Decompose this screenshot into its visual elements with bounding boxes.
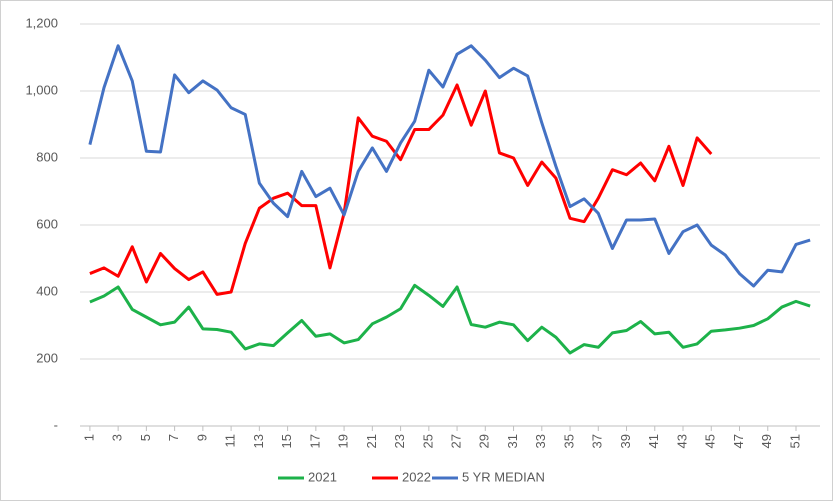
- series-line: [89, 283, 811, 355]
- x-tick-label: 1: [81, 434, 96, 441]
- legend-label: 2022: [402, 469, 431, 484]
- x-tick-label: 21: [364, 434, 379, 448]
- x-tick-label: 49: [759, 434, 774, 448]
- x-tick-label: 43: [674, 434, 689, 448]
- x-tick-label: 5: [138, 434, 153, 441]
- x-tick-label: 51: [787, 434, 802, 448]
- y-tick-label: 800: [36, 149, 58, 164]
- series-line: [88, 44, 811, 288]
- x-tick-label: 27: [448, 434, 463, 448]
- x-tick-label: 29: [477, 434, 492, 448]
- y-tick-label: 600: [36, 216, 58, 231]
- x-tick-label: 23: [392, 434, 407, 448]
- y-tick-label: 200: [36, 350, 58, 365]
- legend-label: 2021: [308, 469, 337, 484]
- x-tick-label: 15: [279, 434, 294, 448]
- legend-label: 5 YR MEDIAN: [462, 469, 545, 484]
- y-tick-label: 1,200: [25, 15, 58, 30]
- x-tick-label: 13: [251, 434, 266, 448]
- x-tick-label: 33: [533, 434, 548, 448]
- x-tick-label: 35: [561, 434, 576, 448]
- x-tick-label: 47: [731, 434, 746, 448]
- y-tick-label: 400: [36, 283, 58, 298]
- y-tick-label: -: [54, 417, 58, 432]
- x-tick-label: 7: [166, 434, 181, 441]
- x-tick-label: 31: [505, 434, 520, 448]
- series-line: [89, 83, 713, 296]
- x-tick-label: 39: [618, 434, 633, 448]
- x-tick-label: 17: [307, 434, 322, 448]
- x-tick-label: 19: [336, 434, 351, 448]
- x-tick-label: 45: [703, 434, 718, 448]
- x-tick-label: 3: [110, 434, 125, 441]
- x-tick-label: 25: [420, 434, 435, 448]
- x-tick-label: 9: [194, 434, 209, 441]
- x-tick-label: 37: [590, 434, 605, 448]
- x-tick-label: 11: [223, 434, 238, 448]
- y-tick-label: 1,000: [25, 82, 58, 97]
- x-tick-label: 41: [646, 434, 661, 448]
